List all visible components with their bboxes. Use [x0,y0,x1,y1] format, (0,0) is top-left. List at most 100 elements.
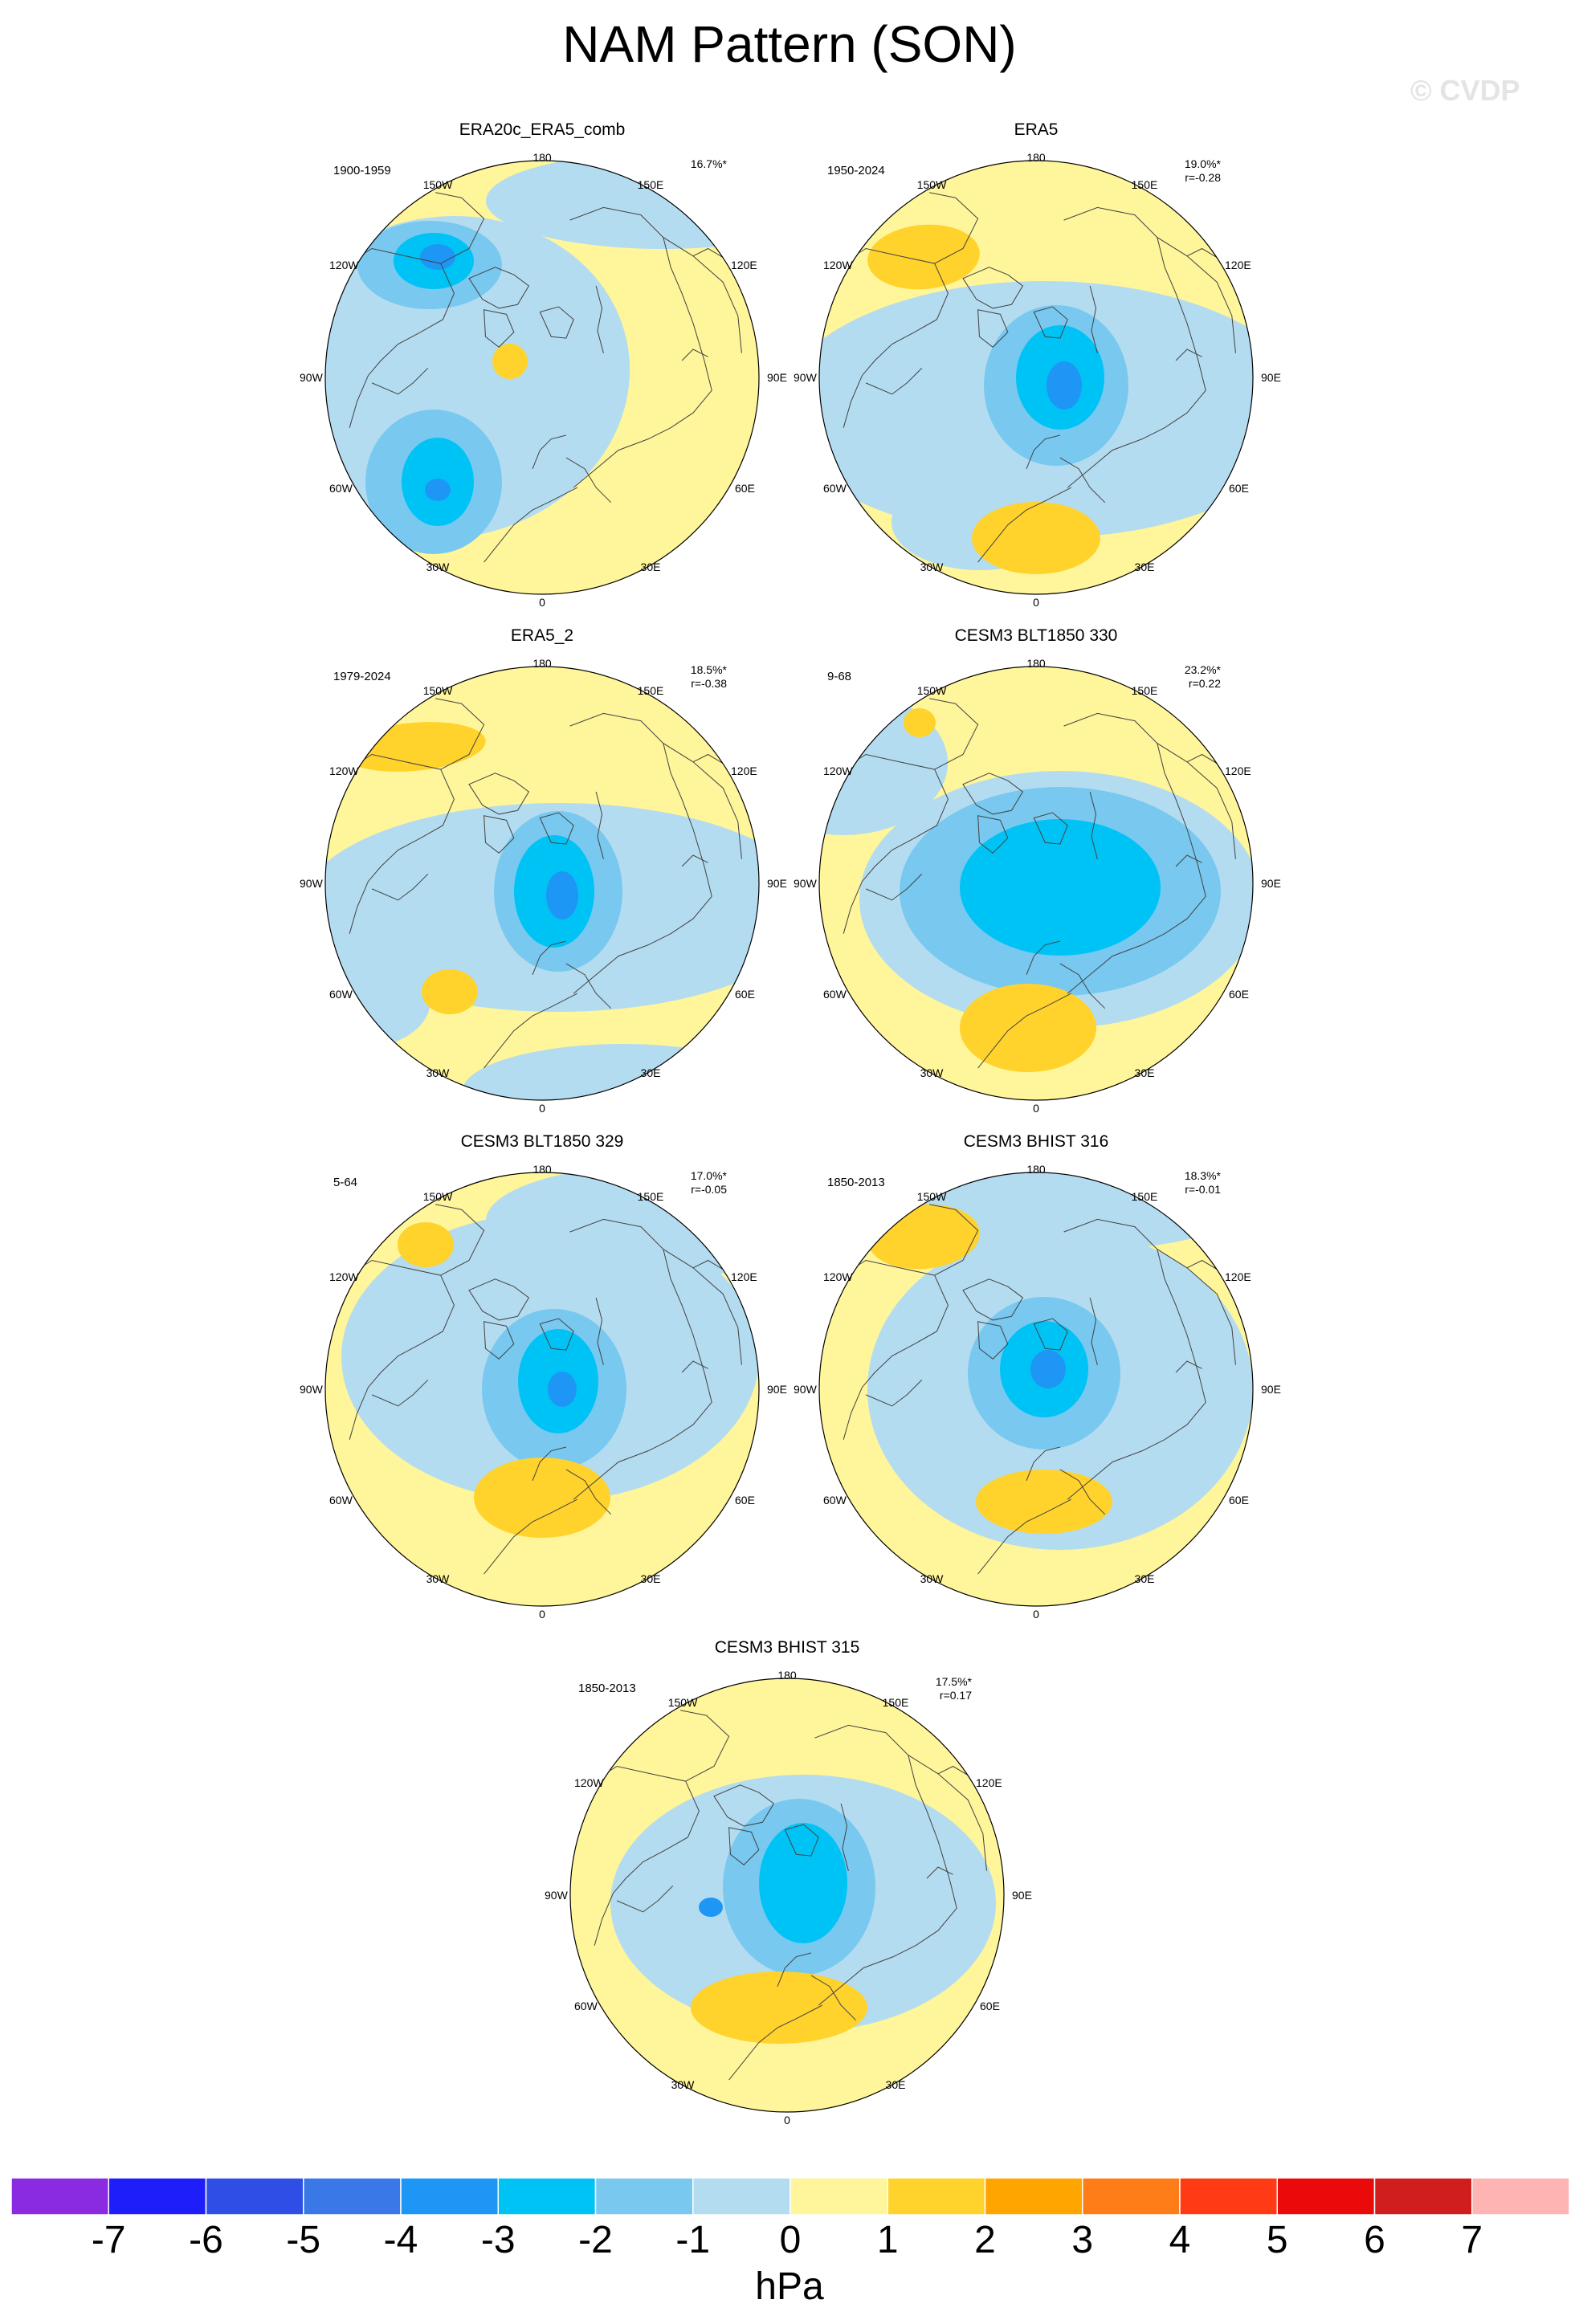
anomaly-contour [972,502,1100,574]
anomaly-contour [759,1823,847,1943]
colorbar-box [1082,2178,1181,2215]
lon-label: 60W [823,988,847,1001]
variance-explained: 18.3%* [1184,1169,1221,1182]
variance-explained: 17.5%* [935,1675,972,1688]
anomaly-contour [546,871,578,919]
lon-label: 30E [640,1066,661,1079]
colorbar-box [1276,2178,1376,2215]
lon-label: 0 [1033,596,1039,609]
panel-period: 1850-2013 [578,1682,636,1695]
colorbar-tick-label: 1 [876,2219,899,2261]
panel-period: 1900-1959 [333,164,391,177]
colorbar-box [400,2178,499,2215]
lon-label: 150W [916,1190,947,1203]
panel-stats: 16.7%* [691,157,727,171]
map-panel: CESM3 BHIST 316 1850-2013 18.3%* r=-0.01 180… [715,1132,1357,1646]
map-panel: ERA5_2 1979-2024 18.5%* r=-0.38 180 0 150W 150E… [221,626,863,1140]
anomaly-contour [548,1372,577,1407]
lon-label: 90E [767,1383,787,1396]
lon-label: 30W [671,2078,695,2091]
lon-label: 30W [920,1066,944,1079]
variance-explained: 19.0%* [1184,157,1221,170]
lon-label: 0 [1033,1608,1039,1621]
lon-label: 90W [300,877,323,890]
anomaly-contour [976,1470,1112,1534]
lon-label: 60W [823,482,847,495]
map-panel: CESM3 BHIST 315 1850-2013 17.5%* r=0.17 180 0… [466,1638,1108,2152]
map-panel: CESM3 BLT1850 329 5-64 17.0%* r=-0.05 180 0 15… [221,1132,863,1646]
lon-label: 30E [885,2078,906,2091]
anomaly-contour [960,819,1161,956]
colorbar-box [1471,2178,1569,2215]
lon-label: 60W [329,988,353,1001]
colorbar-box [887,2178,986,2215]
coastlines [835,698,1236,1069]
cvdp-watermark: © CVDP [1410,74,1520,107]
lon-label: 150E [637,178,664,191]
panel-title: ERA5_2 [510,626,574,645]
anomaly-contour [691,1971,867,2044]
colorbar-tick-label: 5 [1266,2219,1288,2261]
map-border [569,1678,1005,2113]
colorbar-box [790,2178,888,2215]
panel-stats: 17.0%* r=-0.05 [691,1169,727,1197]
lon-label: 180 [777,1669,797,1682]
lon-label: 90E [1261,371,1281,384]
colorbar-tick-label: 3 [1071,2219,1094,2261]
anomaly-contour [420,244,455,270]
panel-title: CESM3 BHIST 316 [963,1132,1109,1151]
lon-label: 60E [735,1494,755,1507]
panel-title: CESM3 BLT1850 330 [954,626,1118,645]
colorbar-tick-label: -1 [675,2219,711,2261]
lon-label: 150W [422,178,453,191]
panel-stats: 17.5%* r=0.17 [936,1675,972,1702]
panel-title: CESM3 BHIST 315 [714,1638,860,1657]
colorbar-tick-label: -3 [480,2219,516,2261]
colorbar-tick-label: -4 [383,2219,418,2261]
panel-period: 1850-2013 [827,1176,885,1189]
lon-label: 150E [1131,1190,1158,1203]
lon-label: 90E [767,877,787,890]
lon-label: 150E [637,1190,664,1203]
lon-label: 120W [329,259,359,271]
lon-label: 150W [422,684,453,697]
panel-title: ERA20c_ERA5_comb [459,120,626,139]
lon-label: 60E [735,482,755,495]
pattern-correlation: r=0.22 [1188,677,1221,690]
panel-stats: 18.3%* r=-0.01 [1185,1169,1221,1197]
colorbar-tick-label: 6 [1364,2219,1385,2261]
lon-label: 150W [916,178,947,191]
map-border [818,160,1254,595]
lon-label: 30E [640,1572,661,1585]
polar-map [818,160,1254,595]
map-border [324,666,760,1101]
anomaly-contour [960,984,1096,1072]
map-border [324,160,760,595]
lon-label: 30W [426,561,450,573]
colorbar-box [11,2178,109,2215]
lon-label: 30W [426,1066,450,1079]
lon-label: 180 [532,151,552,164]
colorbar-box [108,2178,207,2215]
pattern-correlation: r=-0.38 [691,677,727,690]
colorbar-box [692,2178,791,2215]
panel-period: 5-64 [333,1176,358,1189]
lon-label: 180 [532,1163,552,1176]
coastlines [835,192,1236,563]
polar-map [324,160,760,595]
anomaly-contour [325,216,630,539]
lon-label: 30W [426,1572,450,1585]
panel-period: 1950-2024 [827,164,885,177]
lon-label: 90E [1261,877,1281,890]
lon-label: 90W [545,1889,568,1902]
lon-label: 60E [1229,1494,1249,1507]
anomaly-contour [474,1458,610,1538]
lon-label: 60W [329,1494,353,1507]
variance-explained: 18.5%* [690,663,727,676]
colorbar-tick-label: -7 [91,2219,126,2261]
lon-label: 90E [1012,1889,1032,1902]
lon-label: 0 [1033,1102,1039,1115]
lon-label: 120E [731,1270,757,1283]
colorbar-box [1373,2178,1473,2215]
anomaly-contour [904,708,936,737]
